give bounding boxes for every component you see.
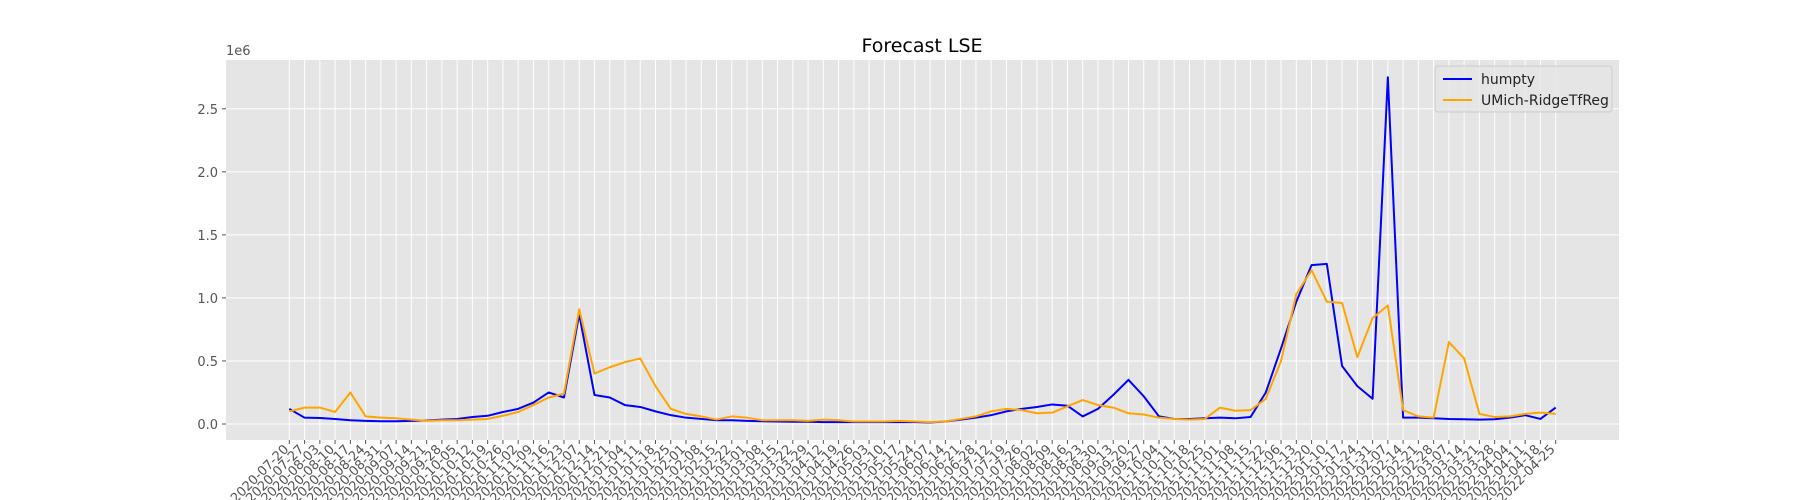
y-tick-label: 0.5 — [197, 355, 218, 370]
ticks: 0.00.51.01.52.02.52020-07-202020-07-2720… — [197, 103, 1558, 500]
y-tick-label: 0.0 — [197, 418, 218, 433]
legend-label: humpty — [1481, 72, 1535, 88]
legend-label: UMich-RidgeTfReg — [1481, 93, 1609, 109]
grid — [226, 60, 1619, 440]
legend: humpty UMich-RidgeTfReg — [1434, 65, 1613, 113]
y-offset-label: 1e6 — [226, 44, 251, 59]
series-line — [289, 269, 1556, 424]
y-tick-label: 1.5 — [197, 229, 218, 244]
legend-box — [1434, 65, 1613, 113]
y-tick-label: 2.0 — [197, 166, 218, 181]
lines — [288, 76, 1557, 424]
y-tick-label: 1.0 — [197, 292, 218, 307]
chart-title: Forecast LSE — [861, 35, 982, 57]
y-tick-label: 2.5 — [197, 103, 218, 118]
plot-area — [226, 60, 1619, 440]
